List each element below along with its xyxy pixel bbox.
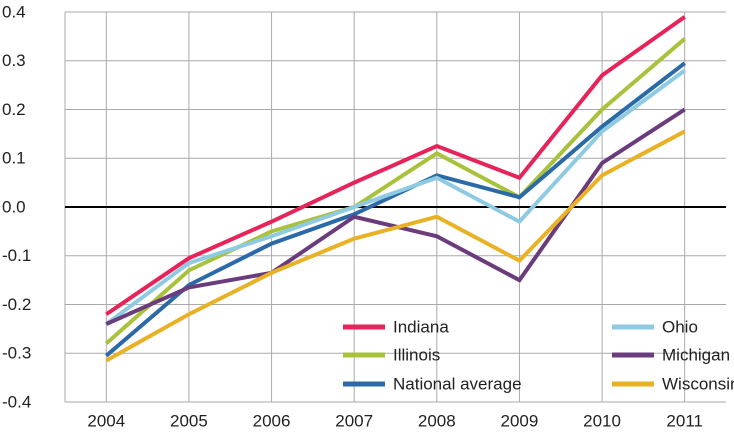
x-tick-label: 2007 bbox=[335, 411, 373, 430]
x-tick-label: 2004 bbox=[87, 411, 125, 430]
series-line bbox=[105, 68, 686, 326]
x-tick-label: 2010 bbox=[583, 411, 621, 430]
series-line bbox=[105, 107, 686, 326]
x-tick-label: 2009 bbox=[501, 411, 539, 430]
legend-label: Wisconsin bbox=[662, 374, 734, 393]
y-tick-label: 0.4 bbox=[2, 2, 26, 21]
legend-label: Indiana bbox=[393, 317, 449, 336]
series-line bbox=[105, 129, 686, 363]
y-tick-label: -0.2 bbox=[2, 295, 31, 314]
y-tick-label: -0.1 bbox=[2, 246, 31, 265]
y-tick-label: 0.2 bbox=[2, 100, 26, 119]
x-tick-label: 2008 bbox=[418, 411, 456, 430]
y-tick-label: 0.3 bbox=[2, 51, 26, 70]
series-line bbox=[104, 37, 686, 345]
legend-label: Ohio bbox=[662, 317, 698, 336]
series-line bbox=[105, 15, 686, 316]
y-tick-label: 0.1 bbox=[2, 149, 26, 168]
legend-label: Michigan bbox=[662, 345, 730, 364]
legend-label: National average bbox=[393, 374, 522, 393]
legend-label: Illinois bbox=[393, 345, 440, 364]
x-tick-label: 2005 bbox=[170, 411, 208, 430]
x-tick-label: 2006 bbox=[253, 411, 291, 430]
x-tick-label: 2011 bbox=[666, 411, 703, 430]
series-line bbox=[105, 61, 686, 358]
y-tick-label: 0.0 bbox=[2, 197, 26, 216]
y-tick-label: -0.3 bbox=[2, 344, 31, 363]
y-tick-label: -0.4 bbox=[2, 392, 31, 411]
